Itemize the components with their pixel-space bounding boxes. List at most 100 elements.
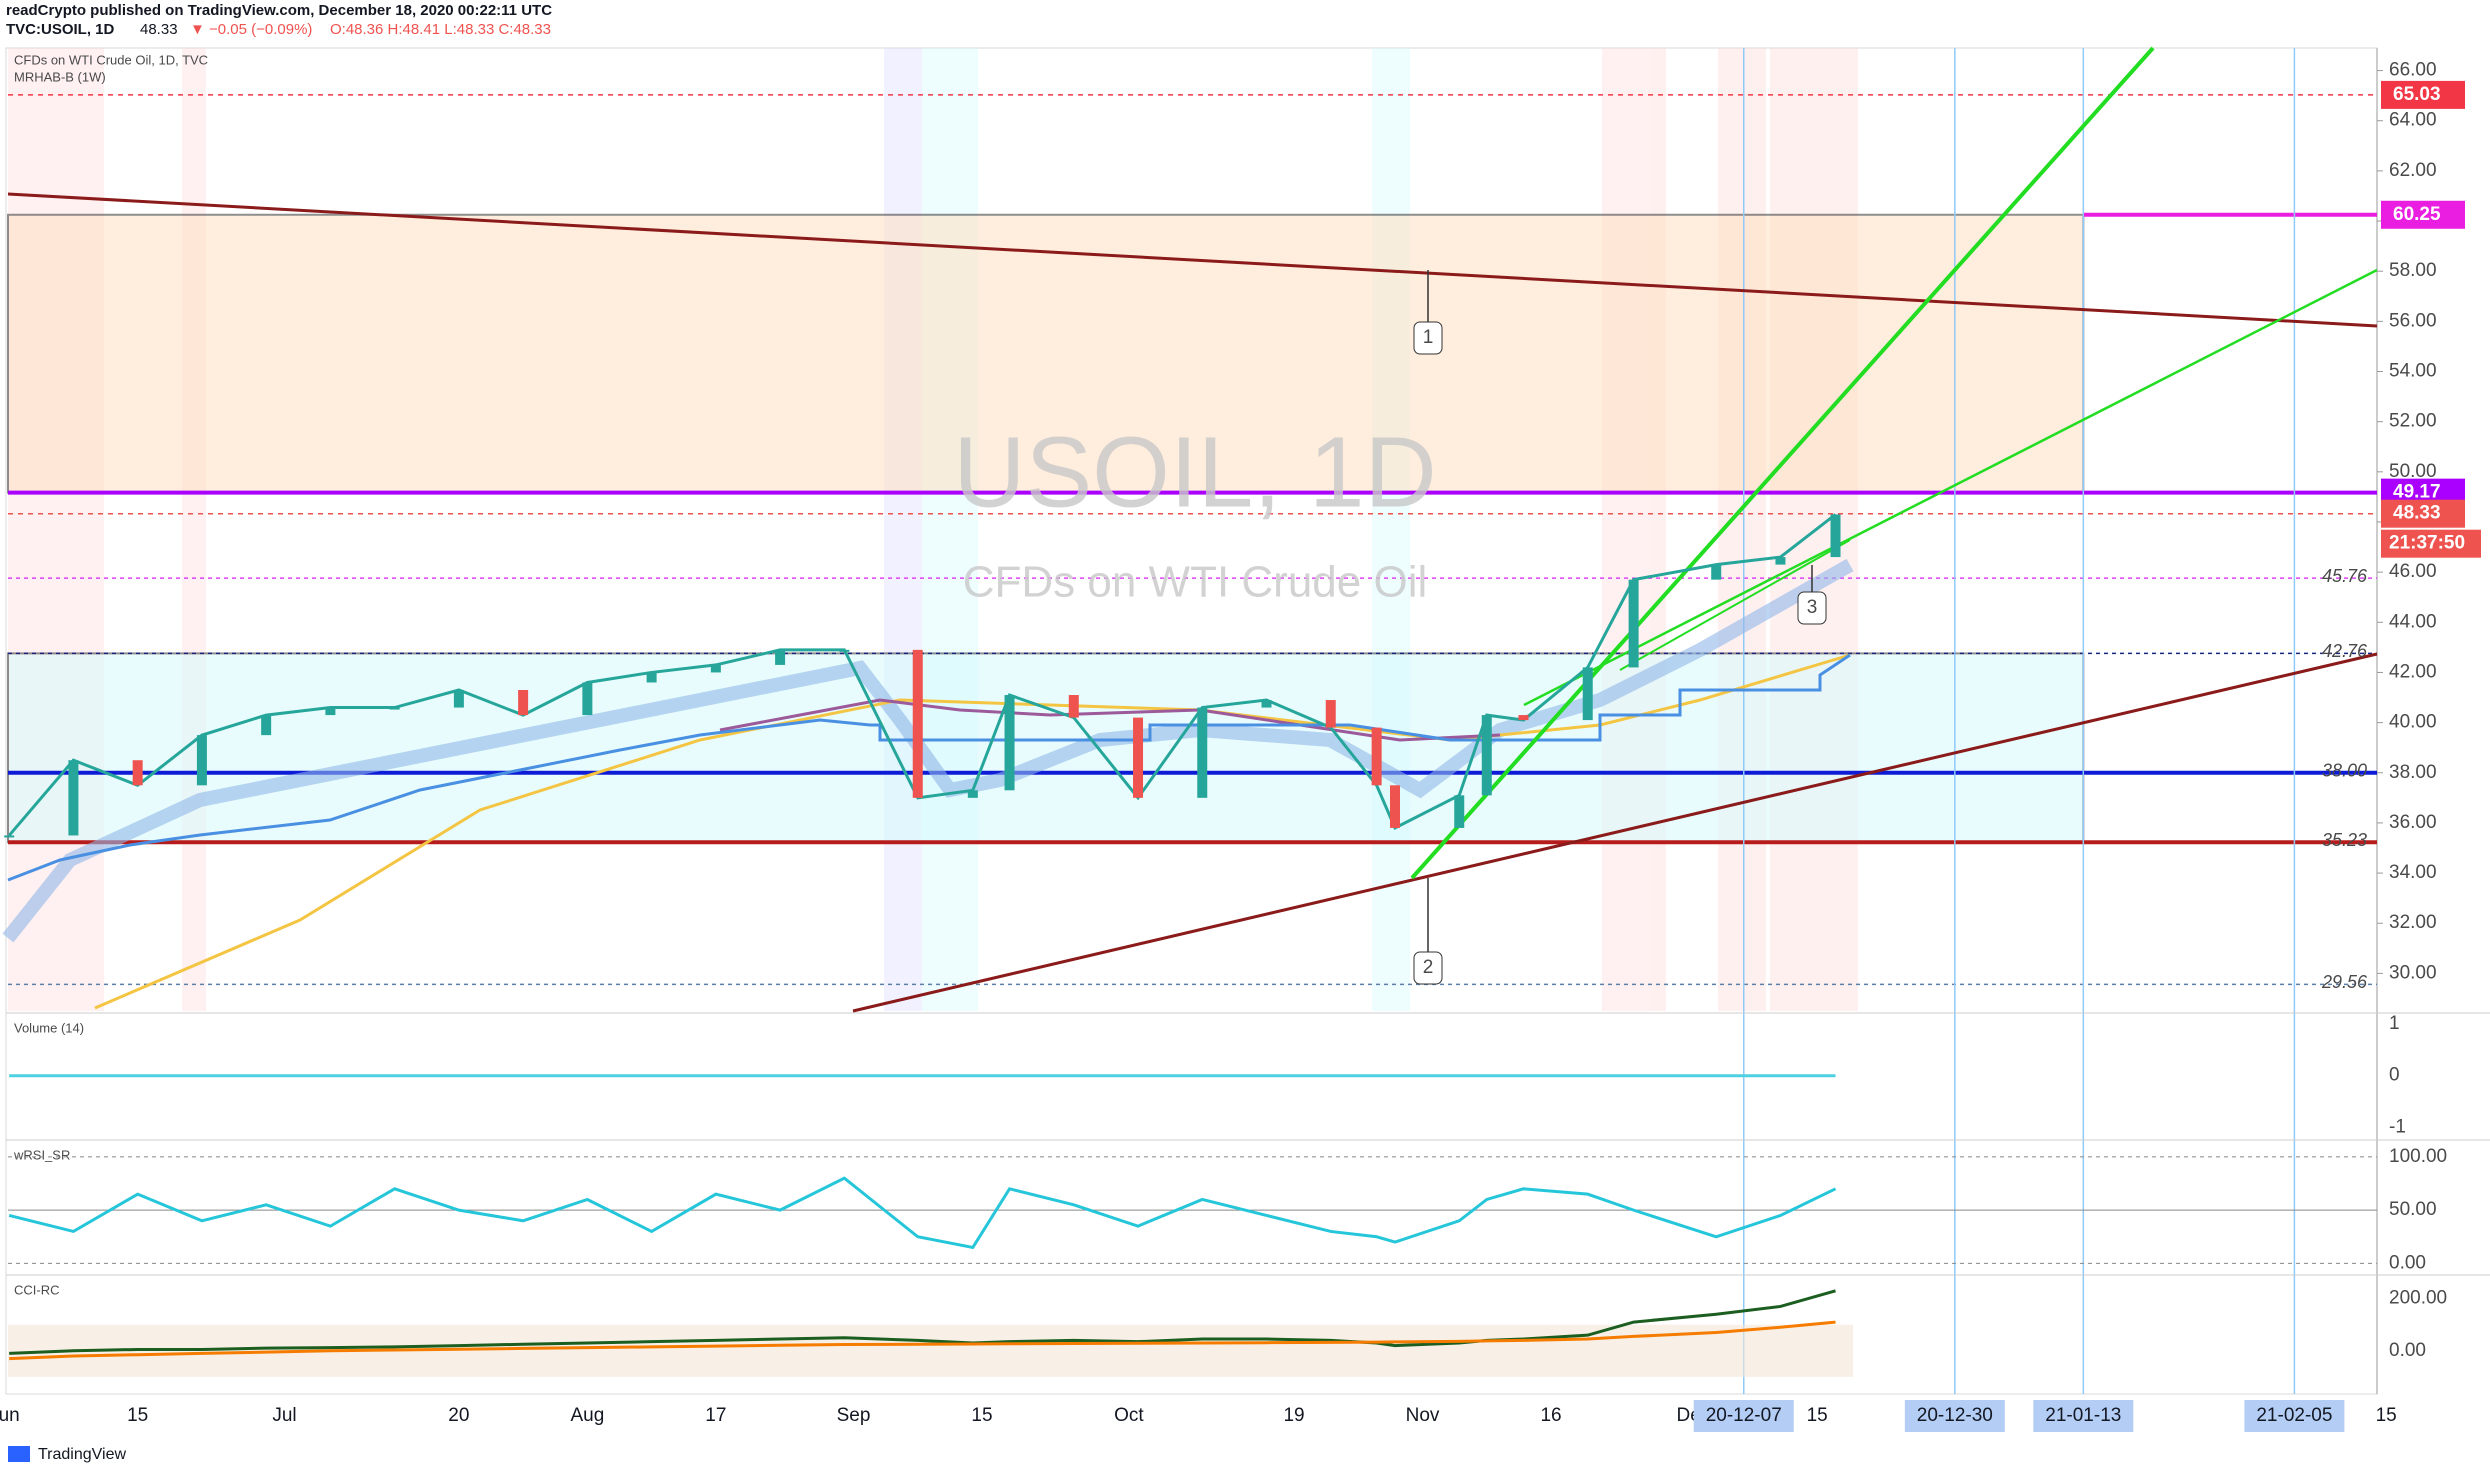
x-tick-label: un xyxy=(0,1405,20,1426)
x-tick-label: Sep xyxy=(837,1405,871,1426)
candle xyxy=(1133,717,1144,798)
x-tick-label: 21-01-13 xyxy=(2045,1405,2121,1426)
y-tick-label: 32.00 xyxy=(2389,912,2437,933)
panel-title: CCI-RC xyxy=(14,1282,60,1297)
candle xyxy=(1518,715,1529,721)
candle xyxy=(775,649,786,665)
legend-text: CFDs on WTI Crude Oil, 1D, TVC xyxy=(14,52,208,67)
candle xyxy=(646,672,657,683)
level-label: 45.76 xyxy=(2322,566,2368,586)
price-tag xyxy=(2381,200,2465,229)
candle xyxy=(1628,579,1639,668)
level-label: 42.76 xyxy=(2322,641,2368,661)
ribbon xyxy=(2,558,1854,943)
y-tick-label: 50.00 xyxy=(2389,461,2437,482)
candle xyxy=(1197,707,1208,798)
candle xyxy=(1371,727,1382,786)
candle xyxy=(1830,514,1841,558)
y-tick-label: 1 xyxy=(2389,1013,2400,1034)
moving-average xyxy=(94,653,1851,1010)
plot xyxy=(7,48,2377,1394)
panel-title: wRSI_SR xyxy=(13,1147,70,1162)
y-tick-label: 58.00 xyxy=(2389,260,2437,281)
candle xyxy=(68,760,79,836)
x-tick-box xyxy=(1693,1400,1794,1432)
trend-line xyxy=(1523,268,2378,707)
candle xyxy=(453,690,464,708)
y-tick-label: 0.00 xyxy=(2389,1252,2426,1273)
session-bands xyxy=(8,48,1858,1011)
x-tick-label: 21-02-05 xyxy=(2256,1405,2332,1426)
price-tag xyxy=(2381,80,2465,109)
y-tick-label: 62.00 xyxy=(2389,160,2437,181)
panel-title: Volume (14) xyxy=(14,1020,84,1035)
watermark: USOIL, 1D xyxy=(953,416,1437,528)
price-tag-label: 65.03 xyxy=(2393,84,2441,105)
trend-line xyxy=(852,652,2378,1013)
x-tick-label: 17 xyxy=(705,1405,726,1426)
y-tick-label: 0.00 xyxy=(2389,1340,2426,1361)
x-tick-label: Oct xyxy=(1114,1405,1144,1426)
candle xyxy=(710,664,721,673)
y-tick-label: 38.00 xyxy=(2389,762,2437,783)
x-tick-label: 15 xyxy=(971,1405,992,1426)
callout-box xyxy=(1413,951,1443,985)
price-tag-label: 49.17 xyxy=(2393,482,2441,503)
callout-box xyxy=(1797,591,1827,625)
y-tick-label: 42.00 xyxy=(2389,661,2437,682)
x-tick-label: 15 xyxy=(127,1405,148,1426)
callout-label: 1 xyxy=(1423,327,1434,348)
last-price: 48.33 xyxy=(140,21,178,38)
x-tick-label: Aug xyxy=(570,1405,604,1426)
candle xyxy=(1068,695,1079,718)
candle xyxy=(1582,667,1593,721)
candle xyxy=(1389,785,1400,828)
y-tick-label: 100.00 xyxy=(2389,1146,2447,1167)
y-tick-label: 36.00 xyxy=(2389,812,2437,833)
x-tick-label: 15 xyxy=(1807,1405,1828,1426)
candle xyxy=(1261,700,1272,708)
y-tick-label: 200.00 xyxy=(2389,1288,2447,1309)
y-tick-label: 30.00 xyxy=(2389,962,2437,983)
y-tick-label: -1 xyxy=(2389,1117,2406,1138)
candle xyxy=(518,690,529,716)
candle xyxy=(389,707,400,710)
watermark: CFDs on WTI Crude Oil xyxy=(963,558,1428,607)
countdown-tag xyxy=(2381,529,2481,558)
change: ▼ −0.05 (−0.09%) xyxy=(190,21,312,38)
x-tick-label: 20 xyxy=(448,1405,469,1426)
x-tick-box xyxy=(2244,1400,2345,1432)
y-tick-label: 46.00 xyxy=(2389,561,2437,582)
x-tick-box xyxy=(2033,1400,2134,1432)
candle xyxy=(582,682,593,716)
x-tick-label: 19 xyxy=(1283,1405,1304,1426)
x-tick-label: 15 xyxy=(2376,1405,2397,1426)
countdown: 21:37:50 xyxy=(2389,533,2465,554)
x-tick-label: 20-12-07 xyxy=(1706,1405,1782,1426)
price-tag-label: 60.25 xyxy=(2393,204,2441,225)
y-tick-label: 40.00 xyxy=(2389,712,2437,733)
x-tick-label: 20-12-30 xyxy=(1917,1405,1993,1426)
candle xyxy=(1454,795,1465,828)
level-label: 38.00 xyxy=(2322,761,2367,781)
candle xyxy=(325,707,336,716)
zone-box xyxy=(7,213,2085,494)
y-tick-label: 52.00 xyxy=(2389,411,2437,432)
y-tick-label: 66.00 xyxy=(2389,60,2437,81)
publisher: readCrypto published on TradingView.com,… xyxy=(6,2,552,19)
candle xyxy=(1004,695,1015,791)
price-line xyxy=(8,513,1837,837)
y-tick-label: 0 xyxy=(2389,1065,2400,1086)
callout-label: 2 xyxy=(1423,957,1434,978)
y-tick-label: 44.00 xyxy=(2389,611,2437,632)
trend-line xyxy=(1619,539,1851,671)
candle xyxy=(1711,564,1722,580)
candle xyxy=(4,835,15,838)
y-tick-label: 50.00 xyxy=(2389,1199,2437,1220)
candle xyxy=(1481,715,1492,796)
price-tag-label: 48.33 xyxy=(2393,503,2441,524)
x-tick-label: Nov xyxy=(1406,1405,1440,1426)
indicator-line xyxy=(8,1176,1837,1250)
level-label: 35.23 xyxy=(2322,830,2367,850)
